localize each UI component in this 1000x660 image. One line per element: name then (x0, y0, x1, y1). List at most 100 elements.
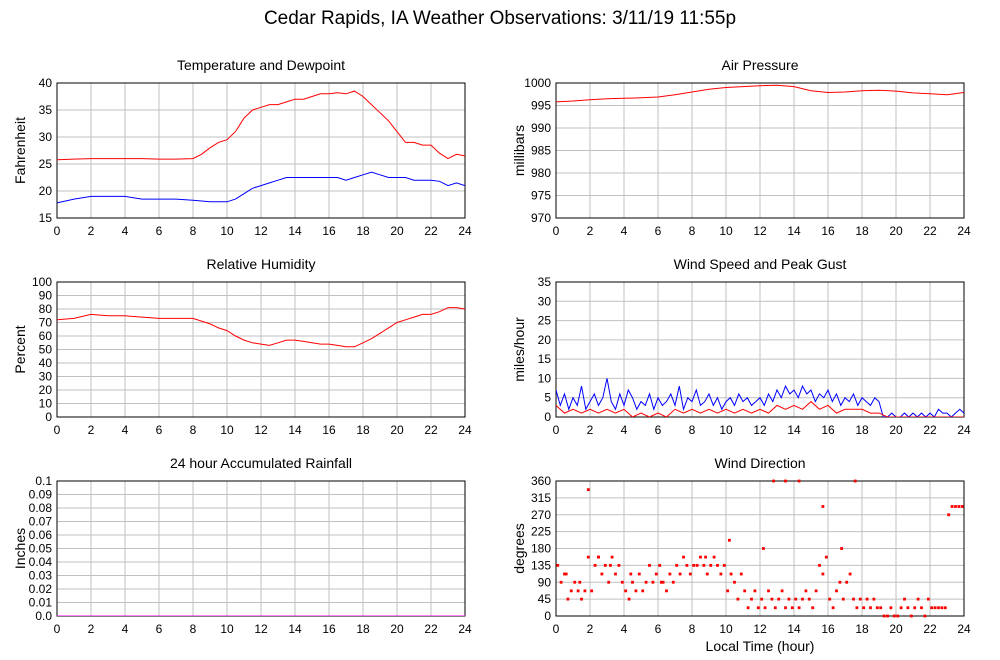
data-point (818, 563, 821, 567)
data-point (943, 606, 947, 610)
chart-title: Wind Speed and Peak Gust (674, 256, 847, 272)
chart-title: 24 hour Accumulated Rainfall (170, 455, 352, 471)
data-point (954, 505, 957, 508)
y-tick-label: 40 (39, 356, 53, 370)
y-tick-label: 1000 (524, 76, 551, 90)
y-tick-label: 20 (39, 383, 53, 397)
data-point (641, 589, 645, 593)
y-tick-label: 980 (531, 166, 551, 180)
data-point (559, 580, 563, 584)
y-tick-label: 40 (39, 76, 53, 90)
data-point (821, 572, 825, 576)
data-point (903, 597, 906, 601)
x-tick-label: 24 (458, 224, 472, 238)
data-point (580, 597, 583, 601)
y-tick-label: 90 (538, 575, 552, 589)
data-point (824, 555, 828, 559)
data-point (913, 606, 917, 610)
data-point (896, 614, 900, 618)
chart-title: Wind Direction (714, 455, 805, 471)
data-point (746, 606, 750, 610)
data-point (607, 580, 611, 584)
x-tick-label: 10 (719, 423, 733, 437)
y-tick-label: 10 (39, 397, 53, 411)
data-point (624, 589, 628, 593)
y-tick-label: 975 (531, 189, 551, 203)
data-point (889, 606, 893, 610)
data-point (685, 563, 689, 567)
x-tick-label: 2 (587, 224, 594, 238)
data-point (858, 597, 862, 601)
data-point (909, 614, 913, 618)
data-point (801, 597, 804, 601)
x-tick-label: 0 (54, 224, 61, 238)
y-tick-label: 0.1 (35, 474, 52, 488)
y-tick-label: 90 (39, 289, 53, 303)
data-point (556, 563, 560, 567)
x-tick-label: 18 (356, 224, 370, 238)
data-point (930, 606, 934, 610)
x-axis-label: Local Time (hour) (706, 638, 815, 654)
data-point (872, 597, 876, 601)
data-point (614, 572, 617, 576)
data-point (855, 606, 859, 610)
y-tick-label: 0.04 (29, 555, 53, 569)
y-tick-label: 35 (538, 275, 552, 289)
data-point (960, 505, 964, 508)
x-tick-label: 12 (254, 224, 268, 238)
data-point (767, 589, 770, 593)
data-point (702, 563, 706, 567)
data-point (648, 563, 651, 567)
x-tick-label: 12 (753, 423, 767, 437)
y-tick-label: 995 (531, 99, 551, 113)
data-point (569, 589, 573, 593)
x-tick-label: 18 (356, 423, 370, 437)
y-tick-label: 80 (39, 302, 53, 316)
x-tick-label: 10 (719, 224, 733, 238)
y-tick-label: 0.03 (29, 569, 53, 583)
data-point (573, 580, 577, 584)
data-point (780, 589, 784, 593)
x-tick-label: 20 (889, 224, 903, 238)
data-point (794, 597, 798, 601)
page-title: Cedar Rapids, IA Weather Observations: 3… (263, 8, 737, 29)
data-point (845, 580, 849, 584)
data-point (760, 597, 764, 601)
x-tick-label: 22 (424, 423, 438, 437)
data-point (654, 572, 658, 576)
x-tick-label: 14 (787, 622, 801, 636)
x-tick-label: 0 (54, 622, 61, 636)
data-point (586, 488, 590, 492)
data-point (926, 597, 930, 601)
series-line (57, 171, 465, 204)
y-axis-label: Inches (12, 528, 28, 569)
x-tick-label: 24 (957, 224, 971, 238)
data-point (637, 572, 641, 576)
data-point (787, 597, 791, 601)
x-tick-label: 10 (220, 423, 234, 437)
data-point (753, 589, 757, 593)
y-tick-label: 30 (39, 370, 53, 384)
x-tick-label: 20 (889, 622, 903, 636)
data-point (660, 580, 663, 584)
y-tick-label: 360 (531, 474, 551, 488)
data-point (937, 606, 940, 610)
data-point (563, 572, 566, 576)
data-point (773, 606, 777, 610)
plot-frame (56, 82, 466, 219)
y-tick-label: 25 (39, 157, 53, 171)
y-tick-label: 135 (531, 558, 551, 572)
data-point (879, 606, 883, 610)
series-line (57, 307, 465, 348)
series-line (556, 84, 964, 103)
x-tick-label: 16 (821, 224, 835, 238)
y-tick-label: 10 (538, 371, 552, 385)
data-point (675, 563, 679, 567)
x-tick-label: 6 (156, 224, 163, 238)
data-point (892, 614, 896, 618)
x-tick-label: 16 (322, 622, 336, 636)
series-line (556, 400, 964, 417)
